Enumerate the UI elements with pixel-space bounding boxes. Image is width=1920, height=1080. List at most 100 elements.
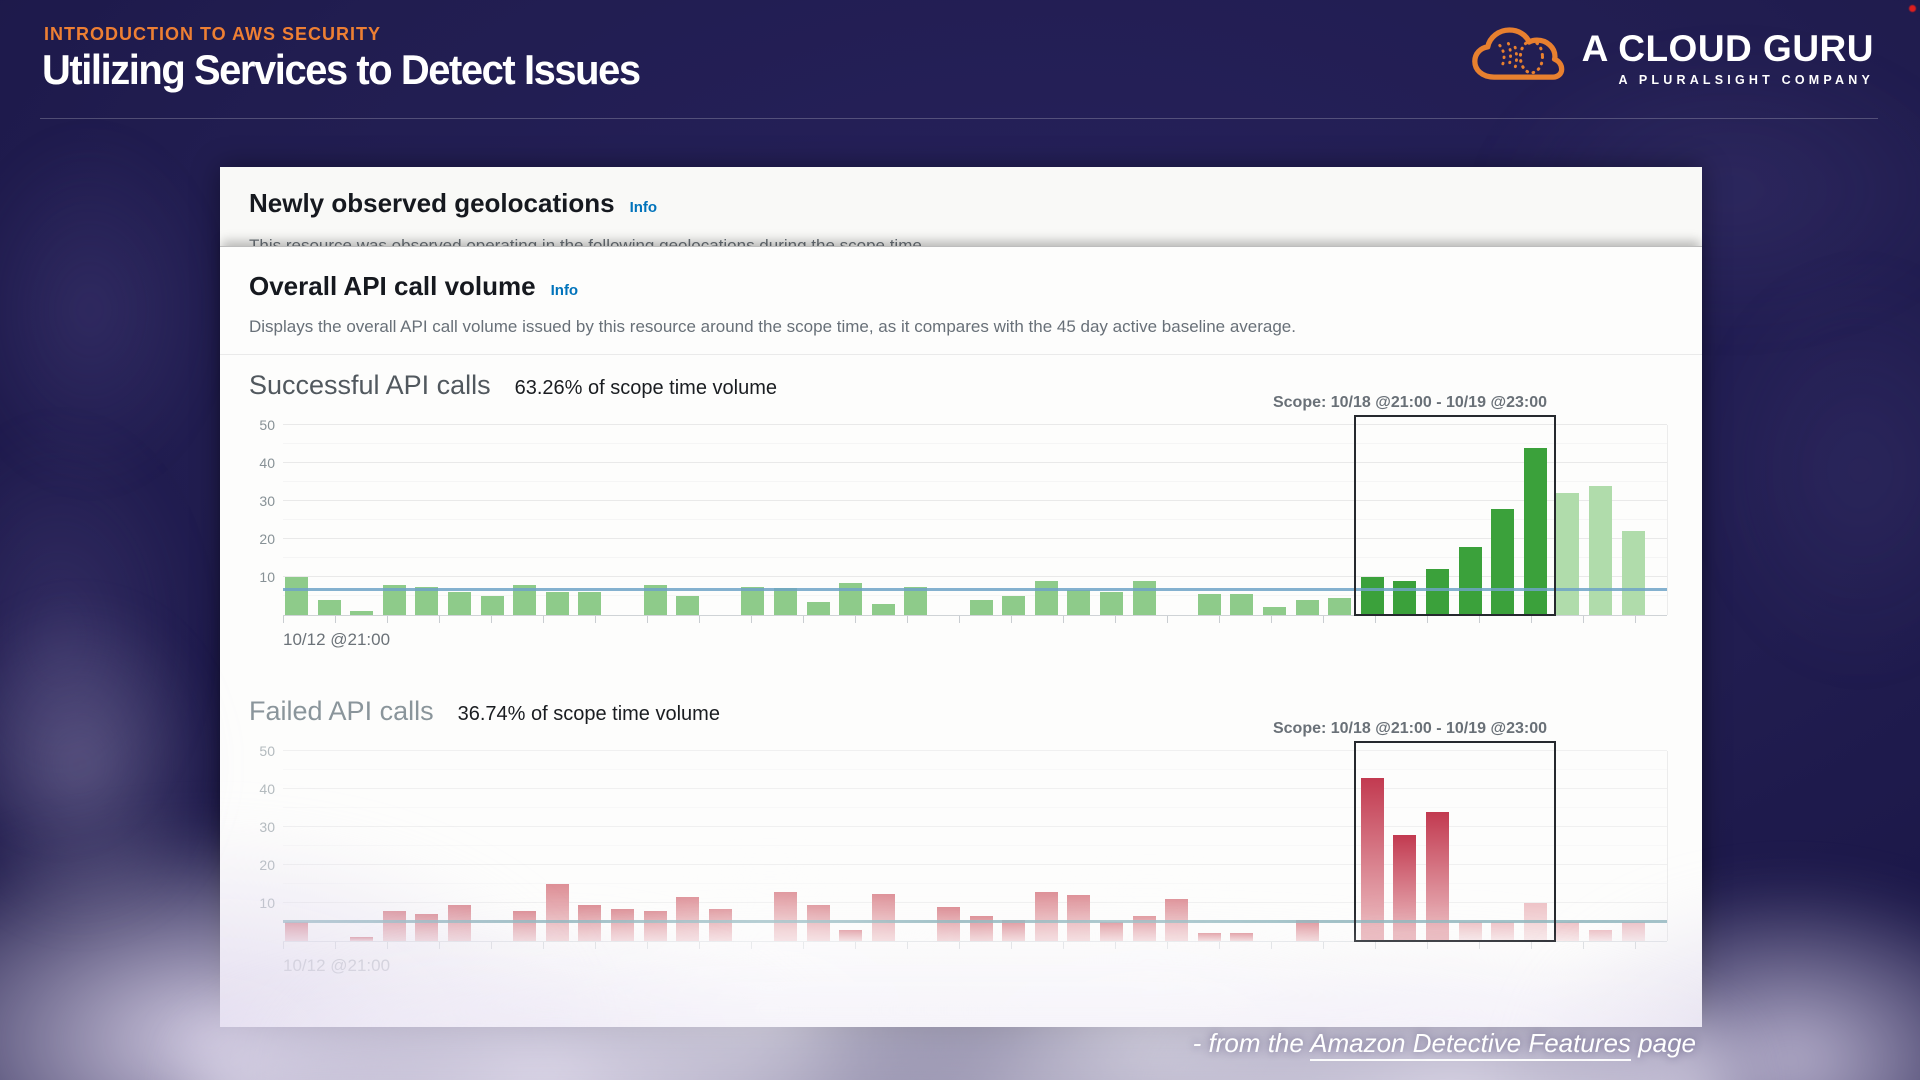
x-axis-tick [751,942,752,949]
x-axis-tick [1375,942,1376,949]
x-axis-tick [387,942,388,949]
bar [643,910,667,941]
x-axis-tick [699,942,700,949]
x-axis-tick [1271,942,1272,949]
bar [1002,596,1026,615]
gridline-minor [283,481,1667,482]
caption-prefix: - from the [1192,1028,1311,1058]
x-axis-tick [1167,616,1168,623]
bar [839,929,863,941]
bar [904,586,928,615]
x-axis-tick [1635,616,1636,623]
geo-panel-title: Newly observed geolocations [249,188,615,218]
bar [1556,493,1580,615]
y-tick-label: 30 [259,493,275,509]
bar [871,603,895,615]
x-axis-tick [491,616,492,623]
bar [1295,599,1319,615]
x-axis-start-label: 10/12 @21:00 [283,630,391,649]
bar [1067,590,1091,615]
x-axis-tick [543,942,544,949]
bar [415,586,439,615]
chart-plot: 10 20 30 40 50 [259,741,1668,949]
bar [937,906,960,941]
bar [317,599,341,615]
slide-header: INTRODUCTION TO AWS SECURITY Utilizing S… [0,0,1920,119]
x-axis-tick [1219,942,1220,949]
bar [1556,922,1580,941]
x-axis-tick [907,942,908,949]
logo-subtitle: A PLURALSIGHT COMPANY [1618,73,1874,87]
chart-percentage: 63.26% of scope time volume [514,377,777,399]
bar [1523,447,1547,615]
x-axis-tick [1115,942,1116,949]
scope-time-box [1353,415,1556,616]
gridline-major [283,538,1667,539]
x-axis-tick [751,616,752,623]
chart-title: Successful API calls [249,370,491,400]
caption-suffix: page [1630,1028,1696,1058]
x-axis-tick [855,942,856,949]
api-panel-description: Displays the overall API call volume iss… [249,317,1296,336]
bar [1328,597,1352,615]
bar [1360,577,1384,615]
bar [611,908,634,941]
gridline-major [283,500,1667,501]
bar [285,922,308,941]
y-tick-label: 50 [259,417,275,433]
gridline-minor [283,557,1667,558]
bar [1132,580,1156,615]
bar [1197,594,1221,615]
x-axis-tick [803,616,804,623]
x-axis-tick [1167,942,1168,949]
caption-link-text: Amazon Detective Features [1310,1028,1631,1061]
x-axis-tick [1323,616,1324,623]
bar [1263,607,1286,615]
bar [448,592,471,615]
y-tick-label: 10 [259,569,275,585]
gridline-minor [283,807,1667,808]
chart-percentage: 36.74% of scope time volume [457,703,720,725]
bar [1002,920,1026,941]
detective-console-screenshot: Newly observed geolocations Info This re… [220,167,1702,1027]
bar [480,596,504,615]
chart-plot: 10 20 30 40 50 [259,415,1668,623]
bar [1034,891,1058,941]
api-panel-title: Overall API call volume [249,271,536,301]
source-caption: - from the Amazon Detective Features pag… [1192,1028,1696,1061]
x-axis-tick [1583,616,1584,623]
y-tick-label: 30 [259,819,275,835]
gridline-major [283,864,1667,865]
bar [350,937,374,941]
api-info-link[interactable]: Info [550,282,579,299]
overall-api-call-volume-panel: Overall API call volume Info Displays th… [220,246,1702,1027]
x-axis-tick [1011,942,1012,949]
bar [774,588,797,615]
geo-info-link[interactable]: Info [629,199,658,216]
bar [741,586,765,615]
x-axis-tick [1219,616,1220,623]
y-tick-label: 20 [259,857,275,873]
bar [1067,895,1091,941]
x-axis-tick [959,616,960,623]
bar [969,599,993,615]
x-axis-tick [1323,942,1324,949]
x-axis-tick [595,942,596,949]
x-axis-line [283,615,1667,616]
bar [1197,933,1221,941]
x-axis-tick [855,616,856,623]
x-axis-tick [699,616,700,623]
x-axis-tick [543,616,544,623]
course-kicker: INTRODUCTION TO AWS SECURITY [44,24,382,44]
x-axis-tick [387,616,388,623]
bar [1589,929,1612,941]
successful-api-calls-chart: Successful API calls 63.26% of scope tim… [249,370,1702,650]
bar [285,577,308,615]
x-axis-tick [491,942,492,949]
bar [806,601,830,615]
x-axis-tick [647,616,648,623]
bar [578,592,602,615]
gridline-minor [283,443,1667,444]
x-axis-tick [959,942,960,949]
